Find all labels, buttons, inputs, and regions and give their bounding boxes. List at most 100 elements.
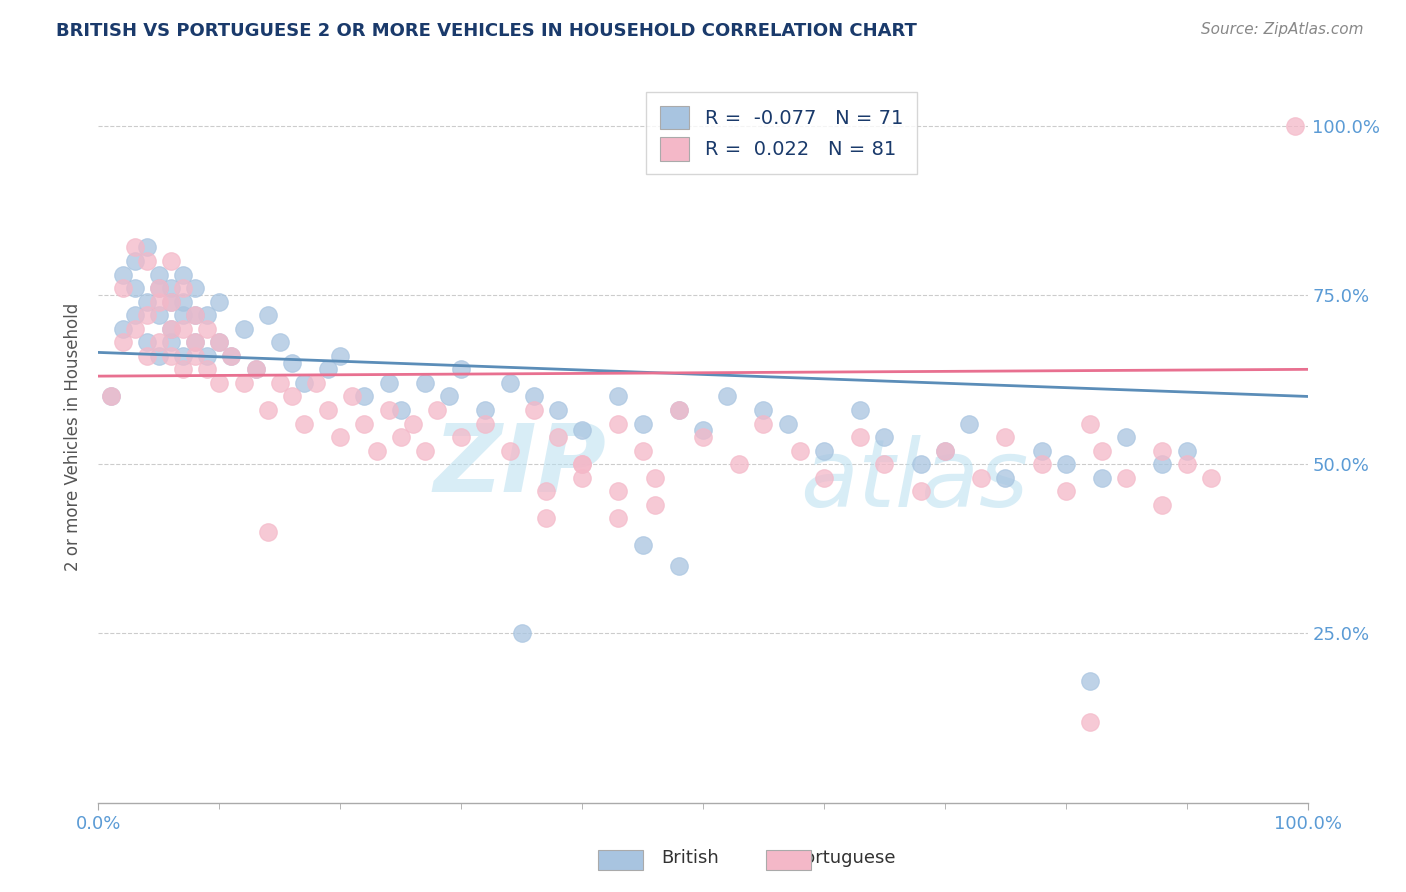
Point — [208, 335, 231, 350]
Point — [292, 417, 315, 431]
Point — [1175, 443, 1198, 458]
Point — [1091, 471, 1114, 485]
Point — [813, 471, 835, 485]
Text: ZIP: ZIP — [433, 420, 606, 512]
Point — [184, 281, 207, 295]
Text: BRITISH VS PORTUGUESE 2 OR MORE VEHICLES IN HOUSEHOLD CORRELATION CHART: BRITISH VS PORTUGUESE 2 OR MORE VEHICLES… — [56, 22, 917, 40]
Point — [135, 335, 157, 350]
Point — [547, 403, 569, 417]
Point — [474, 403, 496, 417]
Point — [184, 335, 207, 350]
Point — [160, 335, 183, 350]
Point — [135, 254, 157, 268]
Point — [1115, 471, 1137, 485]
Point — [849, 403, 872, 417]
Point — [256, 308, 278, 322]
Point — [232, 376, 254, 390]
Point — [413, 376, 436, 390]
Point — [1152, 443, 1174, 458]
Point — [245, 362, 267, 376]
Point — [668, 403, 690, 417]
Point — [221, 349, 243, 363]
Point — [111, 335, 134, 350]
Point — [184, 349, 207, 363]
Point — [124, 240, 146, 254]
Point — [148, 308, 170, 322]
Point — [316, 362, 339, 376]
Point — [631, 443, 654, 458]
Point — [510, 626, 533, 640]
Point — [547, 430, 569, 444]
Point — [450, 362, 472, 376]
Point — [195, 362, 218, 376]
Point — [728, 457, 751, 471]
Point — [644, 498, 666, 512]
Point — [607, 484, 630, 499]
Point — [607, 511, 630, 525]
Point — [232, 322, 254, 336]
Point — [994, 430, 1017, 444]
Point — [873, 457, 896, 471]
Point — [135, 294, 157, 309]
Point — [366, 443, 388, 458]
Point — [631, 538, 654, 552]
Point — [148, 349, 170, 363]
Point — [523, 389, 546, 403]
Point — [692, 430, 714, 444]
Point — [245, 362, 267, 376]
Point — [498, 443, 520, 458]
Point — [256, 524, 278, 539]
Point — [148, 281, 170, 295]
Point — [100, 389, 122, 403]
Point — [184, 308, 207, 322]
Point — [994, 471, 1017, 485]
Point — [221, 349, 243, 363]
Point — [124, 254, 146, 268]
Point — [389, 403, 412, 417]
Point — [1175, 457, 1198, 471]
Point — [534, 484, 557, 499]
Point — [873, 430, 896, 444]
Point — [571, 457, 593, 471]
Point — [172, 308, 194, 322]
Point — [1031, 457, 1053, 471]
Point — [402, 417, 425, 431]
Point — [849, 430, 872, 444]
Point — [148, 294, 170, 309]
Point — [752, 417, 775, 431]
Point — [281, 355, 304, 369]
Point — [413, 443, 436, 458]
Point — [426, 403, 449, 417]
Point — [571, 423, 593, 437]
Point — [910, 457, 932, 471]
Point — [1284, 119, 1306, 133]
Point — [1054, 484, 1077, 499]
Point — [353, 389, 375, 403]
Point — [498, 376, 520, 390]
Point — [353, 417, 375, 431]
Point — [1199, 471, 1222, 485]
Point — [329, 349, 352, 363]
Point — [692, 423, 714, 437]
Point — [437, 389, 460, 403]
Point — [292, 376, 315, 390]
Point — [776, 417, 799, 431]
Point — [1115, 430, 1137, 444]
Point — [160, 294, 183, 309]
Point — [813, 443, 835, 458]
Point — [111, 322, 134, 336]
Point — [135, 349, 157, 363]
Text: Source: ZipAtlas.com: Source: ZipAtlas.com — [1201, 22, 1364, 37]
Point — [571, 457, 593, 471]
Point — [269, 376, 291, 390]
Point — [970, 471, 993, 485]
Point — [329, 430, 352, 444]
Point — [160, 349, 183, 363]
Text: Portuguese: Portuguese — [794, 849, 896, 867]
Point — [668, 403, 690, 417]
Point — [571, 471, 593, 485]
Text: atlas: atlas — [800, 435, 1028, 526]
Point — [1078, 673, 1101, 688]
Point — [148, 281, 170, 295]
Point — [957, 417, 980, 431]
